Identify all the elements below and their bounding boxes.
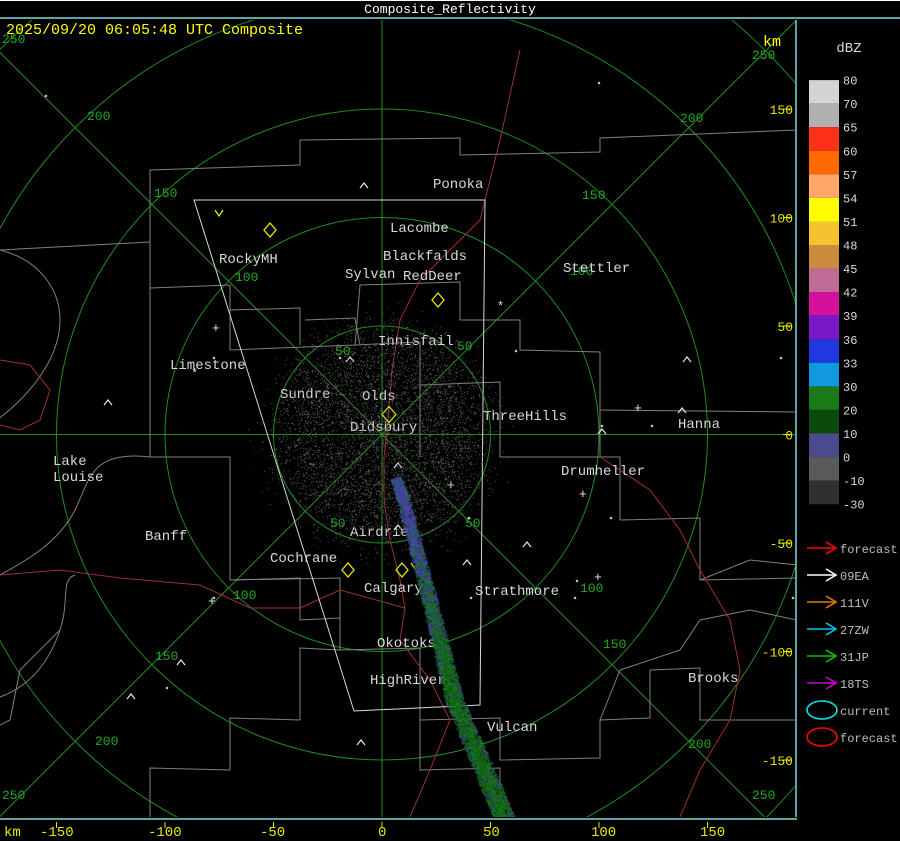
svg-text:33: 33 bbox=[843, 357, 857, 371]
svg-text:54: 54 bbox=[843, 192, 857, 206]
svg-text:60: 60 bbox=[843, 145, 857, 159]
svg-text:km: km bbox=[4, 825, 21, 841]
svg-text:dBZ: dBZ bbox=[836, 41, 861, 57]
svg-text:50: 50 bbox=[483, 825, 500, 841]
svg-text:80: 80 bbox=[843, 75, 857, 89]
svg-text:48: 48 bbox=[843, 240, 857, 254]
svg-text:27ZW: 27ZW bbox=[840, 624, 870, 638]
svg-text:42: 42 bbox=[843, 287, 857, 301]
svg-text:-50: -50 bbox=[260, 825, 285, 841]
svg-text:forecast: forecast bbox=[840, 543, 898, 557]
svg-text:current: current bbox=[840, 705, 890, 719]
svg-text:36: 36 bbox=[843, 334, 857, 348]
svg-text:150: 150 bbox=[700, 825, 725, 841]
svg-text:65: 65 bbox=[843, 122, 857, 136]
svg-text:30: 30 bbox=[843, 381, 857, 395]
svg-text:forecast: forecast bbox=[840, 732, 898, 746]
svg-text:09EA: 09EA bbox=[840, 570, 870, 584]
svg-text:45: 45 bbox=[843, 263, 857, 277]
svg-text:+: + bbox=[795, 321, 797, 336]
svg-text:10: 10 bbox=[843, 428, 857, 442]
svg-text:57: 57 bbox=[843, 169, 857, 183]
svg-text:-30: -30 bbox=[843, 499, 865, 513]
svg-text:111V: 111V bbox=[840, 597, 870, 611]
svg-text:31JP: 31JP bbox=[840, 651, 869, 665]
svg-text:18TS: 18TS bbox=[840, 678, 869, 692]
svg-text:20: 20 bbox=[843, 404, 857, 418]
svg-text:0: 0 bbox=[843, 452, 850, 466]
svg-text:100: 100 bbox=[591, 825, 616, 841]
svg-text:-10: -10 bbox=[843, 475, 865, 489]
svg-text:70: 70 bbox=[843, 98, 857, 112]
svg-text:39: 39 bbox=[843, 310, 857, 324]
svg-text:51: 51 bbox=[843, 216, 857, 230]
